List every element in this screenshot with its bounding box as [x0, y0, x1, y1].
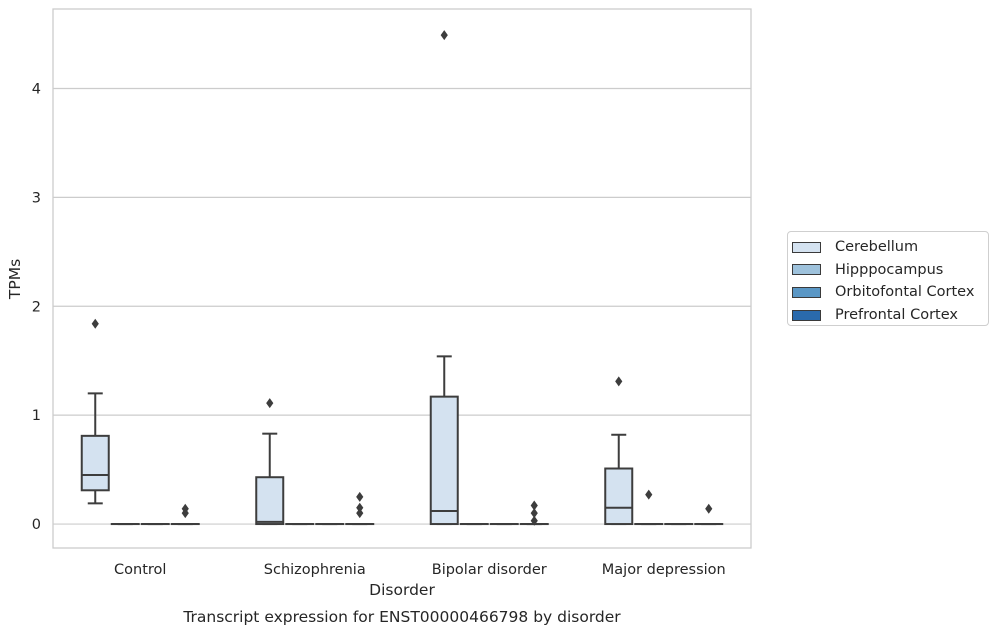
outlier-point — [530, 515, 538, 526]
box-cerebellum — [604, 376, 634, 526]
outlier-point — [530, 508, 538, 519]
legend-label: Hipppocampus — [835, 261, 944, 278]
outlier-point — [645, 489, 653, 500]
y-tick-label: 3 — [32, 190, 41, 206]
outlier-point — [266, 398, 274, 409]
box-prefrontal-cortex — [694, 503, 724, 526]
outlier-point — [91, 318, 99, 329]
legend-swatch — [792, 309, 821, 321]
legend-label: Orbitofontal Cortex — [835, 284, 975, 301]
box-iqr — [604, 467, 634, 526]
legend-item: Cerebellum — [792, 236, 988, 259]
legend-swatch — [792, 241, 821, 253]
y-tick-label: 2 — [32, 299, 41, 315]
box-plots — [80, 30, 724, 526]
legend-swatch — [792, 286, 821, 298]
box-cerebellum — [80, 318, 110, 505]
x-tick-label: Control — [114, 562, 166, 578]
box-cerebellum — [255, 398, 285, 526]
legend-item: Prefrontal Cortex — [792, 304, 988, 327]
y-tick-label: 4 — [32, 81, 41, 97]
legend-item: Orbitofontal Cortex — [792, 281, 988, 304]
grid-lines — [53, 87, 751, 525]
legend-label: Prefrontal Cortex — [835, 307, 958, 324]
legend: Cerebellum Hipppocampus Orbitofontal Corte… — [787, 231, 989, 326]
y-tick-label: 0 — [32, 517, 41, 533]
x-tick-label: Bipolar disorder — [432, 562, 547, 578]
legend-swatch — [792, 264, 821, 276]
x-tick-label: Major depression — [602, 562, 726, 578]
outlier-point — [705, 503, 713, 514]
legend-item: Hipppocampus — [792, 259, 988, 282]
box-iqr — [255, 476, 285, 526]
outlier-point — [356, 491, 364, 502]
outlier-point — [530, 500, 538, 511]
box-iqr — [80, 434, 110, 492]
x-tick-labels: Control Schizophrenia Bipolar disorder Majo… — [114, 562, 726, 578]
outlier-point — [356, 508, 364, 519]
y-tick-label: 1 — [32, 408, 41, 424]
x-axis-label: Disorder — [369, 581, 435, 599]
outlier-point — [356, 502, 364, 513]
legend-label: Cerebellum — [835, 239, 919, 256]
y-tick-labels: 0 1 2 3 4 — [32, 81, 41, 533]
chart-title: Transcript expression for ENST0000046679… — [182, 608, 621, 626]
outlier-point — [615, 376, 623, 387]
x-tick-label: Schizophrenia — [264, 562, 366, 578]
box-cerebellum — [429, 30, 459, 526]
box-prefrontal-cortex — [345, 491, 375, 526]
outlier-point — [181, 503, 189, 514]
plot-frame — [52, 8, 752, 549]
box-hipppocampus — [634, 489, 664, 526]
box-prefrontal-cortex — [519, 500, 549, 526]
box-prefrontal-cortex — [170, 503, 200, 526]
outlier-point — [440, 30, 448, 41]
box-iqr — [429, 395, 459, 526]
y-axis-label: TPMs — [6, 259, 24, 300]
